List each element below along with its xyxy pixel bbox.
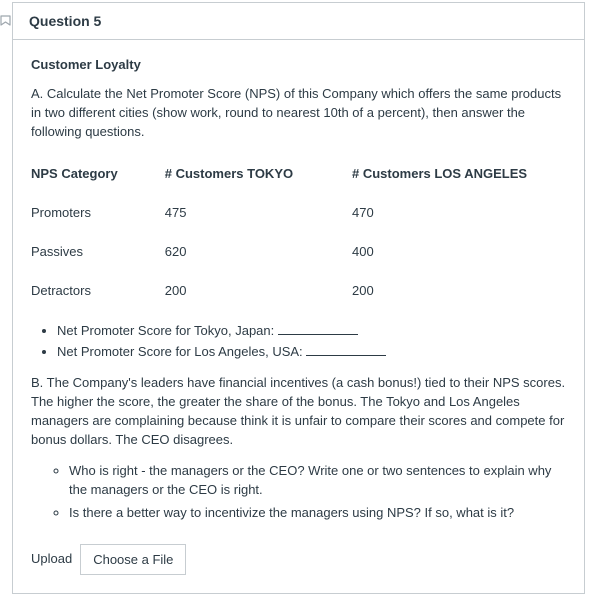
upload-label: Upload — [31, 550, 72, 569]
cell-category: Promoters — [31, 194, 165, 233]
cell-la: 400 — [352, 233, 566, 272]
fillin-tokyo: Net Promoter Score for Tokyo, Japan: — [57, 321, 566, 342]
subquestion-2: Is there a better way to incentivize the… — [69, 502, 566, 525]
col-header-la: # Customers LOS ANGELES — [352, 155, 566, 194]
fillin-la: Net Promoter Score for Los Angeles, USA: — [57, 342, 566, 363]
question-header: Question 5 — [13, 3, 584, 40]
fillin-list: Net Promoter Score for Tokyo, Japan: Net… — [31, 321, 566, 363]
cell-category: Passives — [31, 233, 165, 272]
cell-la: 200 — [352, 272, 566, 311]
table-row: Promoters 475 470 — [31, 194, 566, 233]
question-content: Customer Loyalty A. Calculate the Net Pr… — [13, 40, 584, 593]
prompt-a: A. Calculate the Net Promoter Score (NPS… — [31, 85, 566, 142]
section-title: Customer Loyalty — [31, 56, 566, 75]
fillin-label: Net Promoter Score for Los Angeles, USA: — [57, 344, 306, 359]
question-card: Question 5 Customer Loyalty A. Calculate… — [12, 2, 585, 594]
cell-category: Detractors — [31, 272, 165, 311]
subquestion-1: Who is right - the managers or the CEO? … — [69, 460, 566, 502]
cell-la: 470 — [352, 194, 566, 233]
nps-table: NPS Category # Customers TOKYO # Custome… — [31, 155, 566, 310]
file-display — [194, 545, 566, 575]
table-header-row: NPS Category # Customers TOKYO # Custome… — [31, 155, 566, 194]
col-header-tokyo: # Customers TOKYO — [165, 155, 352, 194]
cell-tokyo: 200 — [165, 272, 352, 311]
fillin-label: Net Promoter Score for Tokyo, Japan: — [57, 323, 278, 338]
table-row: Detractors 200 200 — [31, 272, 566, 311]
subquestion-list: Who is right - the managers or the CEO? … — [31, 460, 566, 525]
col-header-category: NPS Category — [31, 155, 165, 194]
table-row: Passives 620 400 — [31, 233, 566, 272]
prompt-b: B. The Company's leaders have financial … — [31, 374, 566, 449]
cell-tokyo: 620 — [165, 233, 352, 272]
blank-line — [306, 344, 386, 356]
upload-row: Upload Choose a File — [31, 544, 566, 575]
blank-line — [278, 323, 358, 335]
choose-file-button[interactable]: Choose a File — [80, 544, 186, 575]
question-number: Question 5 — [29, 13, 568, 29]
cell-tokyo: 475 — [165, 194, 352, 233]
bookmark-flag-icon[interactable] — [0, 15, 13, 31]
